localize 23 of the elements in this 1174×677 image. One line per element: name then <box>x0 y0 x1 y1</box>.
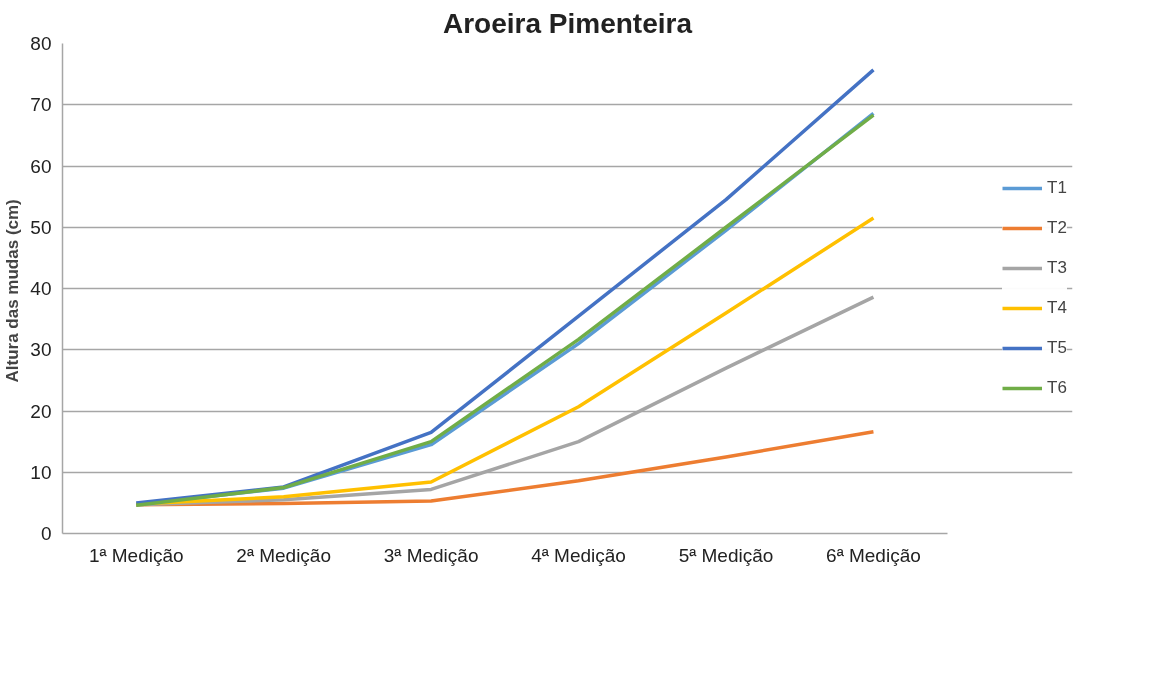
legend-label: T6 <box>1047 378 1067 398</box>
chart-title: Aroeira Pimenteira <box>443 7 693 39</box>
x-tick-label: 1ª Medição <box>88 544 184 566</box>
y-tick-label: 30 <box>30 339 52 361</box>
x-tick-label: 3ª Medição <box>383 544 479 566</box>
x-tick-label: 4ª Medição <box>531 544 626 566</box>
x-tick-label: 6ª Medição <box>826 544 921 566</box>
legend-label: T5 <box>1047 338 1067 358</box>
y-tick-label: 20 <box>30 400 52 422</box>
legend-label: T4 <box>1047 298 1067 318</box>
y-tick-label: 50 <box>30 216 52 238</box>
legend-label: T1 <box>1047 178 1067 198</box>
y-tick-label: 0 <box>40 523 52 544</box>
y-tick-label: 60 <box>30 155 52 177</box>
y-tick-label: 70 <box>30 94 52 116</box>
legend-label: T2 <box>1047 218 1067 238</box>
x-tick-label: 2ª Medição <box>236 544 332 566</box>
y-axis-title: Altura das mudas (cm) <box>3 199 23 383</box>
legend-label: T3 <box>1047 258 1067 278</box>
y-tick-label: 80 <box>30 33 52 54</box>
y-tick-label: 10 <box>30 461 52 483</box>
x-tick-label: 5ª Medição <box>678 544 774 566</box>
y-tick-label: 40 <box>30 278 52 299</box>
